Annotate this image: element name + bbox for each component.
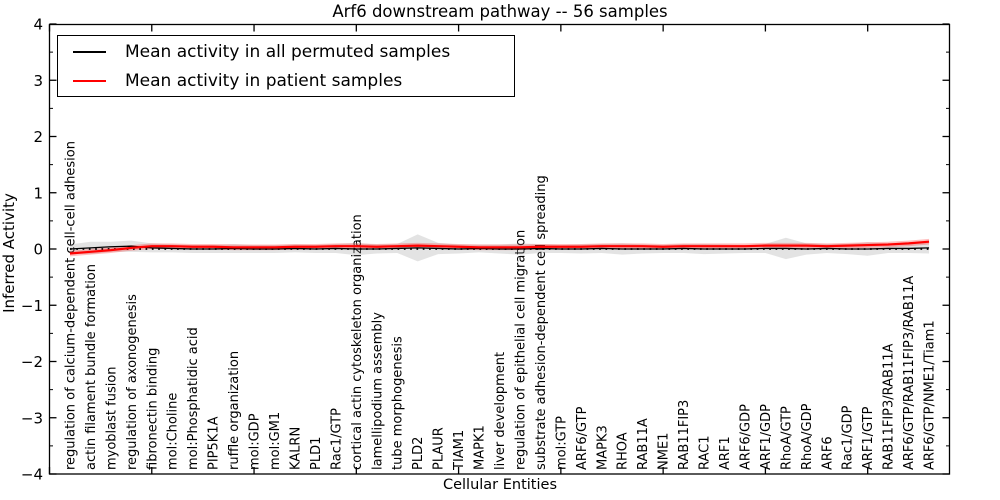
x-tick-label: ARF6 bbox=[820, 436, 835, 470]
y-tick-label: −2 bbox=[21, 353, 43, 371]
y-tick-label: 2 bbox=[33, 128, 43, 146]
x-tick-label: regulation of epithelial cell migration bbox=[513, 230, 528, 470]
x-tick-label: MAPK1 bbox=[473, 425, 488, 470]
patient-line bbox=[69, 240, 930, 255]
y-tick-label: −1 bbox=[21, 297, 43, 315]
y-tick-label: −3 bbox=[21, 409, 43, 427]
legend-entry-permuted: Mean activity in all permuted samples bbox=[58, 37, 514, 66]
x-tick-label: Rac1/GTP bbox=[329, 408, 344, 470]
x-tick-label: actin filament bundle formation bbox=[84, 264, 99, 470]
x-tick-label: ARF1/GDP bbox=[759, 404, 774, 470]
chart-title: Arf6 downstream pathway -- 56 samples bbox=[332, 2, 668, 21]
x-tick-label: lamellipodium assembly bbox=[370, 312, 385, 470]
x-tick-label: mol:GTP bbox=[554, 416, 569, 470]
legend: Mean activity in all permuted samples Me… bbox=[57, 35, 515, 97]
x-tick-label: liver development bbox=[493, 352, 508, 470]
x-axis-label: Cellular Entities bbox=[442, 477, 558, 493]
x-tick-label: myoblast fusion bbox=[104, 366, 119, 470]
x-tick-label: RHOA bbox=[616, 432, 631, 470]
x-tick-label: ruffle organization bbox=[227, 351, 242, 470]
x-tick-label: RAB11FIP3/RAB11A bbox=[882, 343, 897, 470]
x-tick-label: KALRN bbox=[288, 427, 303, 470]
y-tick-label: 1 bbox=[33, 184, 43, 202]
x-tick-label: RAC1 bbox=[698, 435, 713, 470]
x-tick-label: Rac1/GDP bbox=[841, 405, 856, 470]
x-tick-label: ARF1 bbox=[718, 436, 733, 470]
legend-label-patient: Mean activity in patient samples bbox=[125, 70, 403, 91]
x-tick-label: RhoA/GDP bbox=[800, 403, 815, 470]
y-tick-label: 0 bbox=[33, 241, 43, 259]
y-tick-label: 3 bbox=[33, 72, 43, 90]
x-tick-label: cortical actin cytoskeleton organization bbox=[350, 214, 365, 470]
x-tick-label: ARF6/GDP bbox=[738, 404, 753, 470]
x-tick-label: RAB11FIP3 bbox=[677, 400, 692, 470]
x-tick-label: PIP5K1A bbox=[207, 416, 222, 470]
x-tick-label: NME1 bbox=[657, 433, 672, 470]
x-tick-label: PLD1 bbox=[309, 437, 324, 470]
y-tick-label: −4 bbox=[21, 466, 43, 484]
x-tick-label: mol:Choline bbox=[166, 393, 181, 470]
x-tick-label: ARF6/GTP bbox=[575, 406, 590, 470]
x-tick-label: PLAUR bbox=[432, 427, 447, 470]
legend-entry-patient: Mean activity in patient samples bbox=[58, 66, 514, 95]
x-tick-label: ARF6/GTP/NME1/Tiam1 bbox=[923, 320, 938, 470]
x-tick-label: PLD2 bbox=[411, 437, 426, 470]
legend-label-permuted: Mean activity in all permuted samples bbox=[125, 41, 451, 62]
x-tick-label: substrate adhesion-dependent cell spread… bbox=[534, 175, 549, 470]
x-tick-label: MAPK3 bbox=[595, 425, 610, 470]
x-tick-label: mol:Phosphatidic acid bbox=[186, 327, 201, 470]
y-tick-label: 4 bbox=[33, 16, 43, 34]
x-tick-label: ARF1/GTP bbox=[861, 406, 876, 470]
x-tick-label: mol:GDP bbox=[248, 413, 263, 470]
x-tick-label: RhoA/GTP bbox=[779, 406, 794, 470]
x-tick-label: regulation of axonogenesis bbox=[125, 294, 140, 470]
permuted-line-swatch-icon bbox=[73, 50, 106, 53]
x-tick-label: regulation of calcium-dependent cell-cel… bbox=[63, 141, 78, 470]
x-tick-label: RAB11A bbox=[636, 418, 651, 470]
x-tick-label: ARF6/GTP/RAB11FIP3/RAB11A bbox=[902, 276, 917, 470]
x-tick-label: mol:GM1 bbox=[268, 412, 283, 470]
x-tick-label: TIAM1 bbox=[452, 430, 467, 471]
x-tick-label: fibronectin binding bbox=[145, 348, 160, 470]
x-tick-label: tube morphogenesis bbox=[391, 336, 406, 470]
permuted-line bbox=[69, 245, 930, 250]
patient-line-swatch-icon bbox=[73, 79, 106, 82]
